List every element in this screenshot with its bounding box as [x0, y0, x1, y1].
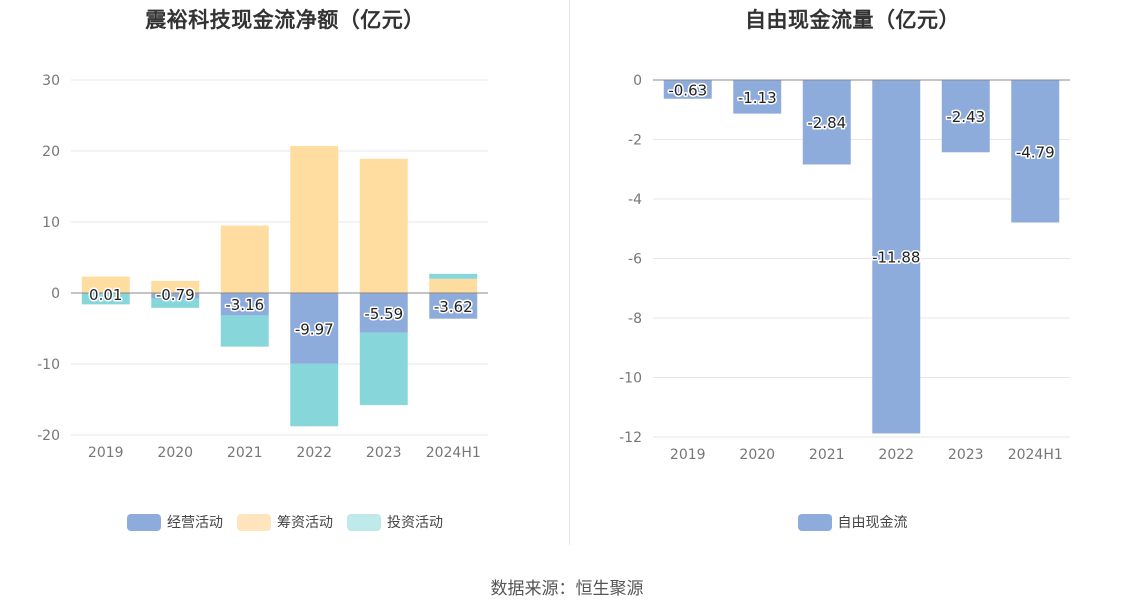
net-cash-flow-chart: 震裕科技现金流净额（亿元） -20 -10 0 10 20 30 2019 2020 2021 2…: [0, 0, 570, 545]
bar: [81, 276, 130, 293]
x-tick-label: 2022: [296, 445, 332, 461]
data-label: -0.63: [668, 81, 707, 99]
data-label: -1.13: [738, 89, 777, 107]
bar: [1011, 80, 1060, 223]
legend-item[interactable]: 经营活动: [127, 512, 223, 532]
bar: [220, 293, 269, 316]
x-tick-label: 2019: [670, 447, 706, 463]
y-tick-label: 30: [42, 73, 60, 89]
bar: [359, 332, 408, 406]
y-tick-label: -10: [619, 371, 642, 387]
y-tick-label: -8: [628, 311, 642, 327]
y-tick-label: -20: [37, 428, 60, 444]
data-label: -9.97: [295, 320, 334, 338]
bar: [290, 293, 339, 364]
bar: [429, 278, 478, 293]
bar: [429, 273, 478, 279]
y-tick-label: -4: [628, 192, 642, 208]
legend-swatch: [237, 513, 271, 531]
free-cash-flow-plot: -12 -10 -8 -6 -4 -2 0 2019 2020 2021 2022 2023 2024H…: [619, 73, 1070, 463]
legend: 经营活动 筹资活动 投资活动: [0, 512, 570, 532]
y-tick-label: 20: [42, 144, 60, 160]
legend-swatch: [797, 513, 832, 531]
y-tick-label: -2: [628, 133, 642, 149]
x-tick-label: 2023: [366, 445, 402, 461]
chart-title: 震裕科技现金流净额（亿元）: [145, 8, 425, 32]
x-tick-label: 2021: [227, 445, 263, 461]
x-tick-label: 2020: [739, 447, 775, 463]
net-cash-flow-plot: -20 -10 0 10 20 30 2019 2020 2021 2022 2023 2024H1 0…: [37, 73, 488, 461]
bar: [151, 293, 200, 299]
bar: [151, 298, 200, 308]
bar: [663, 80, 712, 99]
bar: [220, 225, 269, 293]
data-label: -3.62: [434, 298, 473, 316]
bar: [359, 293, 408, 333]
legend-label: 自由现金流: [837, 515, 908, 531]
data-label: -11.88: [872, 249, 920, 267]
data-label: -0.79: [156, 286, 195, 304]
data-source: 数据来源：恒生聚源: [490, 579, 644, 599]
data-label: -2.43: [946, 108, 985, 126]
bar: [429, 293, 478, 319]
bar: [872, 80, 921, 434]
data-label: -3.16: [225, 296, 264, 314]
bar: [290, 363, 339, 427]
legend-label: 经营活动: [167, 515, 223, 531]
data-label: -5.59: [364, 305, 403, 323]
data-label: -4.79: [1016, 143, 1055, 161]
bar: [802, 80, 851, 165]
y-tick-label: -6: [628, 252, 642, 268]
legend-item[interactable]: 筹资活动: [237, 512, 333, 532]
legend-swatch: [347, 513, 381, 531]
x-tick-label: 2023: [948, 447, 984, 463]
legend-swatch: [127, 513, 161, 531]
bar: [733, 80, 782, 114]
x-tick-label: 2020: [157, 445, 193, 461]
x-tick-label: 2022: [878, 447, 914, 463]
legend-label: 投资活动: [387, 515, 443, 531]
x-tick-label: 2024H1: [426, 445, 481, 461]
panel-divider: [569, 0, 570, 545]
data-label: 0.01: [89, 286, 122, 304]
x-tick-label: 2024H1: [1008, 447, 1063, 463]
bar: [220, 315, 269, 347]
chart-title: 自由现金流量（亿元）: [745, 8, 960, 32]
legend-label: 筹资活动: [277, 515, 333, 531]
bar: [359, 158, 408, 293]
free-cash-flow-chart: 自由现金流量（亿元） -12 -10 -8 -6 -4 -2 0 2019 2020 2021 20…: [571, 0, 1134, 545]
bar: [941, 80, 990, 153]
legend-item[interactable]: 自由现金流: [797, 512, 908, 532]
y-tick-label: -10: [37, 357, 60, 373]
x-tick-label: 2021: [809, 447, 845, 463]
y-tick-label: -12: [619, 430, 642, 446]
legend-item[interactable]: 投资活动: [347, 512, 443, 532]
x-tick-label: 2019: [88, 445, 124, 461]
bar: [151, 280, 200, 293]
y-tick-label: 0: [633, 73, 642, 89]
y-tick-label: 10: [42, 215, 60, 231]
legend: 自由现金流: [571, 512, 1134, 532]
y-tick-label: 0: [51, 286, 60, 302]
bar: [81, 293, 130, 305]
data-label: -2.84: [807, 114, 846, 132]
bar: [290, 146, 339, 293]
